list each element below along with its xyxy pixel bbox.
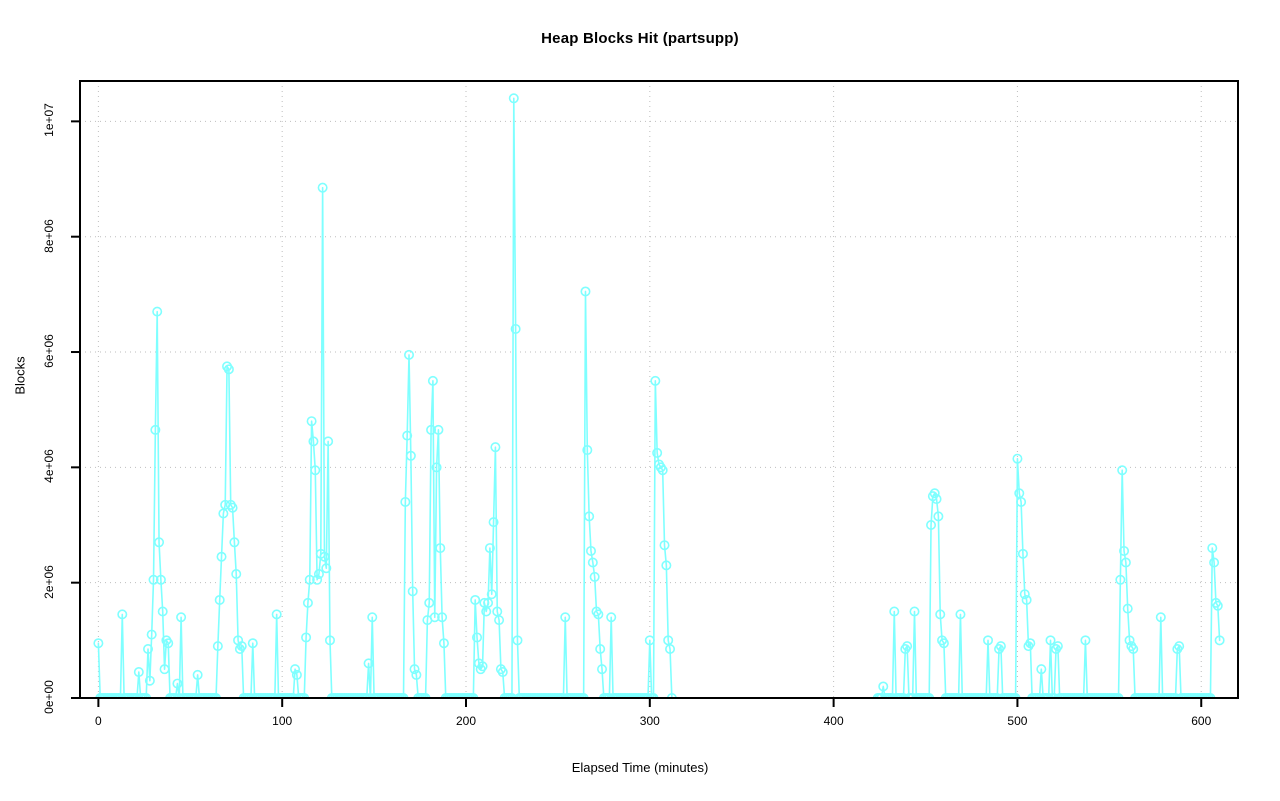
axis-ticks [71,120,1203,707]
x-tick-label: 0 [95,714,102,728]
x-tick-label: 400 [823,714,844,728]
x-tick-label: 500 [1007,714,1028,728]
chart-title: Heap Blocks Hit (partsupp) [541,30,739,47]
y-tick-label: 6e+06 [42,334,56,368]
x-tick-label: 100 [272,714,293,728]
x-tick-label: 200 [455,714,477,728]
y-tick-label: 0e+00 [42,680,56,714]
y-axis-title: Blocks [12,356,28,395]
y-tick-label: 8e+06 [42,218,56,253]
x-tick-label: 600 [1191,714,1212,728]
x-axis-title: Elapsed Time (minutes) [571,760,709,775]
y-tick-label: 2e+06 [42,564,56,599]
y-tick-label: 4e+06 [42,449,56,484]
plot-frame [79,80,1239,699]
data-series-partsupp [93,93,1225,698]
gridlines [80,81,1238,699]
y-tick-label: 1e+07 [42,103,56,138]
x-tick-label: 300 [639,714,660,728]
